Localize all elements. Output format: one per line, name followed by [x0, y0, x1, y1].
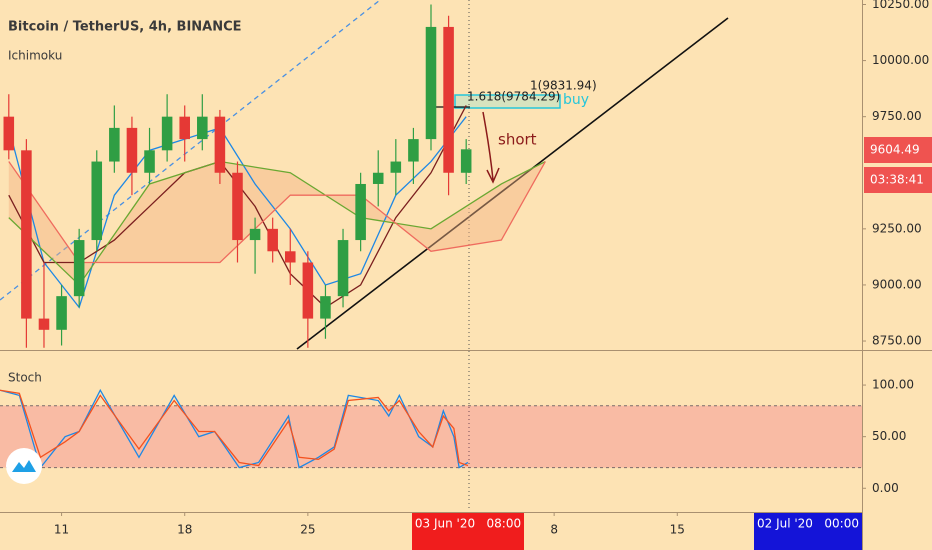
candle-body — [372, 172, 384, 184]
candle-body — [284, 251, 296, 263]
candle-body — [390, 161, 402, 173]
indicator-line — [8, 160, 546, 286]
last-price: 9604.49 — [870, 143, 920, 157]
fib-label: 1.618(9784.29) — [467, 90, 560, 104]
y-tick-label: 100.00 — [872, 378, 914, 392]
y-tick-label: 50.00 — [872, 429, 906, 443]
fib-box — [454, 94, 561, 109]
last-price-box — [864, 137, 932, 163]
x-tick-label: 25 — [300, 523, 315, 537]
candle-body — [91, 161, 103, 241]
candle-body — [161, 116, 173, 151]
candle-body — [337, 240, 349, 297]
candle-body — [267, 228, 278, 252]
x-tick-label: 18 — [177, 523, 192, 537]
y-tick-label: 0.00 — [872, 481, 899, 495]
end-time: 02 Jul '20 00:00 — [757, 517, 859, 531]
indicator-line — [8, 161, 546, 264]
chart-title: Bitcoin / TetherUS, 4h, BINANCE — [8, 20, 242, 35]
countdown: 03:38:41 — [870, 173, 924, 187]
candle-body — [425, 26, 437, 140]
y-tick-label: 10250.00 — [872, 0, 929, 11]
candle-body — [109, 127, 120, 162]
buy-label: buy — [563, 92, 589, 108]
y-tick-label: 9250.00 — [872, 221, 922, 235]
candle-body — [249, 228, 261, 241]
candle-body — [197, 116, 208, 140]
y-tick-label: 10000.00 — [872, 53, 929, 67]
trendline — [296, 17, 729, 350]
candle-body — [38, 318, 50, 330]
candle-body — [302, 262, 314, 319]
candle-body — [21, 150, 32, 319]
candle-body — [3, 116, 15, 151]
indicator-line — [8, 116, 467, 309]
short-label: short — [498, 131, 537, 149]
fib-label: 1(9831.94) — [530, 79, 597, 93]
logo[interactable] — [6, 448, 42, 484]
band-fill — [0, 405, 862, 468]
candle-body — [408, 139, 419, 162]
stoch-pane — [0, 351, 862, 511]
end-time-box — [754, 513, 862, 550]
x-tick-label: 8 — [550, 523, 558, 537]
candle-body — [460, 149, 472, 173]
price-pane — [0, 0, 729, 350]
x-tick-label: 11 — [54, 523, 69, 537]
arrow — [482, 111, 500, 184]
indicator-name: Stoch — [8, 371, 42, 385]
candle-body — [56, 296, 67, 330]
y-tick-label: 9750.00 — [872, 109, 922, 123]
candle-body — [355, 183, 366, 241]
cursor-time-box — [412, 513, 524, 550]
x-tick-label: 15 — [670, 523, 685, 537]
stoch-line — [0, 389, 469, 467]
candle-body — [320, 296, 331, 319]
cursor-time: 03 Jun '20 08:00 — [415, 517, 521, 531]
candle-body — [144, 150, 155, 173]
countdown-box — [864, 167, 932, 193]
candle-body — [126, 127, 138, 173]
candle-body — [443, 26, 454, 173]
logo-icon — [12, 460, 36, 472]
y-tick-label: 9000.00 — [872, 277, 922, 291]
candle-body — [232, 172, 243, 241]
candle-body — [179, 116, 190, 140]
y-tick-label: 8750.00 — [872, 334, 922, 348]
candle-body — [73, 240, 85, 297]
indicator-name: Ichimoku — [8, 49, 62, 63]
candle-body — [214, 116, 226, 173]
cloud — [8, 161, 546, 285]
